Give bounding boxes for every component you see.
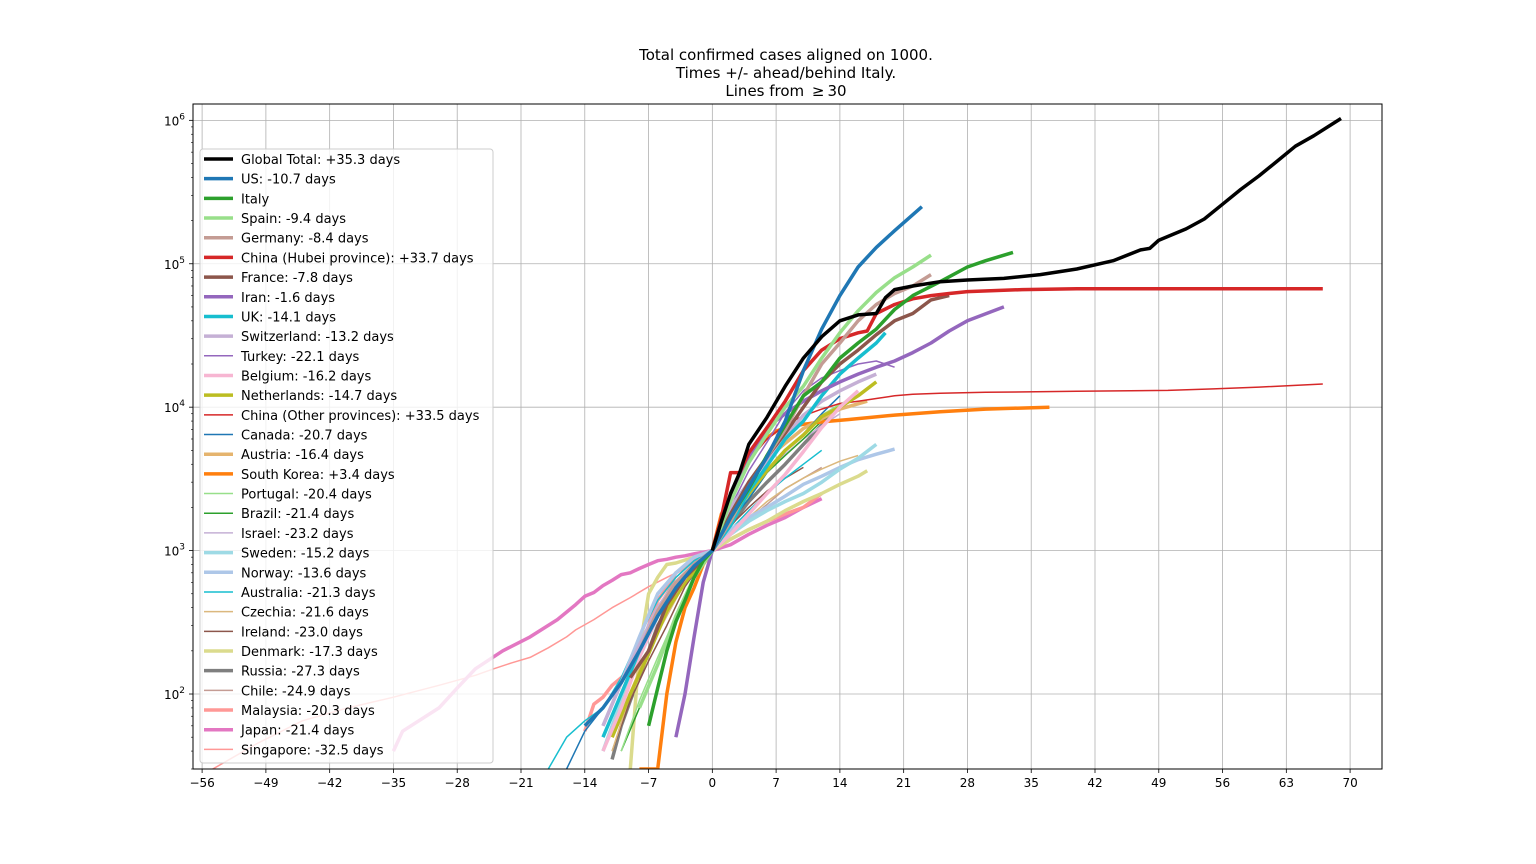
series-line xyxy=(711,383,1323,551)
legend-label: China (Other provinces): +33.5 days xyxy=(241,409,480,424)
y-tick-label: 105 xyxy=(164,256,185,272)
y-tick-label: 106 xyxy=(164,112,185,128)
chart-title: Total confirmed cases aligned on 1000. T… xyxy=(638,46,933,100)
series-line xyxy=(610,405,842,760)
x-tick-label: 49 xyxy=(1151,776,1166,790)
series-line xyxy=(601,372,877,727)
legend-label: Ireland: -23.0 days xyxy=(241,625,363,640)
legend-label: Canada: -20.7 days xyxy=(241,429,368,444)
y-axis: 102 103 104 105 106 xyxy=(164,112,193,770)
x-tick-label: 7 xyxy=(772,776,780,790)
series-line xyxy=(391,497,823,752)
y-tick-label: 103 xyxy=(164,543,185,559)
legend-label: Russia: -27.3 days xyxy=(241,665,360,680)
legend-label: Global Total: +35.3 days xyxy=(241,153,400,168)
series-line xyxy=(583,205,924,728)
x-axis: −56 −49 −42 −35 −28 −21 −14 −7 0 7 14 21 28 35 42 49 56 6… xyxy=(189,769,1358,790)
title-line-3: Lines from ≥ 30 xyxy=(725,82,846,100)
y-tick-label: 102 xyxy=(164,686,185,702)
x-tick-label: −56 xyxy=(189,776,214,790)
legend-label: UK: -14.1 days xyxy=(241,310,336,325)
legend-label: Spain: -9.4 days xyxy=(241,212,346,227)
x-tick-label: 63 xyxy=(1279,776,1294,790)
legend-label: France: -7.8 days xyxy=(241,271,353,286)
x-tick-label: −28 xyxy=(445,776,470,790)
legend-label: South Korea: +3.4 days xyxy=(241,468,395,483)
legend-label: Belgium: -16.2 days xyxy=(241,369,371,384)
series-line xyxy=(611,466,804,752)
legend-label: Singapore: -32.5 days xyxy=(241,743,384,758)
x-tick-label: −7 xyxy=(640,776,658,790)
y-tick-label: 104 xyxy=(164,399,185,415)
legend-label: China (Hubei province): +33.7 days xyxy=(241,251,474,266)
x-tick-label: −35 xyxy=(381,776,406,790)
legend-label: Norway: -13.6 days xyxy=(241,566,367,581)
legend-label: Czechia: -21.6 days xyxy=(241,606,369,621)
x-tick-label: 0 xyxy=(709,776,717,790)
legend-label: Japan: -21.4 days xyxy=(240,724,354,739)
title-line-2: Times +/- ahead/behind Italy. xyxy=(675,64,896,82)
legend-label: Sweden: -15.2 days xyxy=(241,547,370,562)
series-line xyxy=(610,380,878,738)
legend-label: Austria: -16.4 days xyxy=(241,448,364,463)
legend-label: Chile: -24.9 days xyxy=(241,684,351,699)
legend-label: Israel: -23.2 days xyxy=(241,527,354,542)
legend-label: Iran: -1.6 days xyxy=(241,291,335,306)
x-tick-label: −14 xyxy=(572,776,597,790)
plot-frame xyxy=(192,103,1383,770)
series-line xyxy=(710,117,1342,552)
legend-label: Netherlands: -14.7 days xyxy=(241,389,397,404)
x-tick-label: 35 xyxy=(1024,776,1039,790)
legend-label: Australia: -21.3 days xyxy=(241,586,376,601)
title-line-1: Total confirmed cases aligned on 1000. xyxy=(638,46,933,64)
x-tick-label: −42 xyxy=(317,776,342,790)
legend-label: Italy xyxy=(241,192,270,207)
series-line xyxy=(602,413,841,738)
legend-label: Germany: -8.4 days xyxy=(241,232,369,247)
legend-label: Malaysia: -20.3 days xyxy=(241,704,375,719)
x-tick-label: −49 xyxy=(253,776,278,790)
legend-label: Switzerland: -13.2 days xyxy=(241,330,394,345)
legend: Global Total: +35.3 days US: -10.7 days It… xyxy=(199,148,494,764)
x-tick-label: −21 xyxy=(508,776,533,790)
x-tick-label: 70 xyxy=(1342,776,1357,790)
legend-label: Brazil: -21.4 days xyxy=(241,507,354,522)
legend-box xyxy=(199,148,494,764)
legend-label: Portugal: -20.4 days xyxy=(241,488,372,503)
series-line xyxy=(637,253,932,709)
series-line xyxy=(610,399,868,738)
x-tick-label: 28 xyxy=(960,776,975,790)
legend-label: US: -10.7 days xyxy=(241,173,336,188)
legend-label: Turkey: -22.1 days xyxy=(240,350,360,365)
series-line xyxy=(628,469,869,769)
x-tick-label: 56 xyxy=(1215,776,1230,790)
grid-lines xyxy=(193,104,1382,769)
series-lines xyxy=(211,117,1342,769)
series-line xyxy=(601,389,860,752)
x-tick-label: 21 xyxy=(896,776,911,790)
series-line xyxy=(646,250,1014,727)
x-tick-label: 14 xyxy=(832,776,847,790)
x-tick-label: 42 xyxy=(1087,776,1102,790)
legend-label: Denmark: -17.3 days xyxy=(241,645,378,660)
